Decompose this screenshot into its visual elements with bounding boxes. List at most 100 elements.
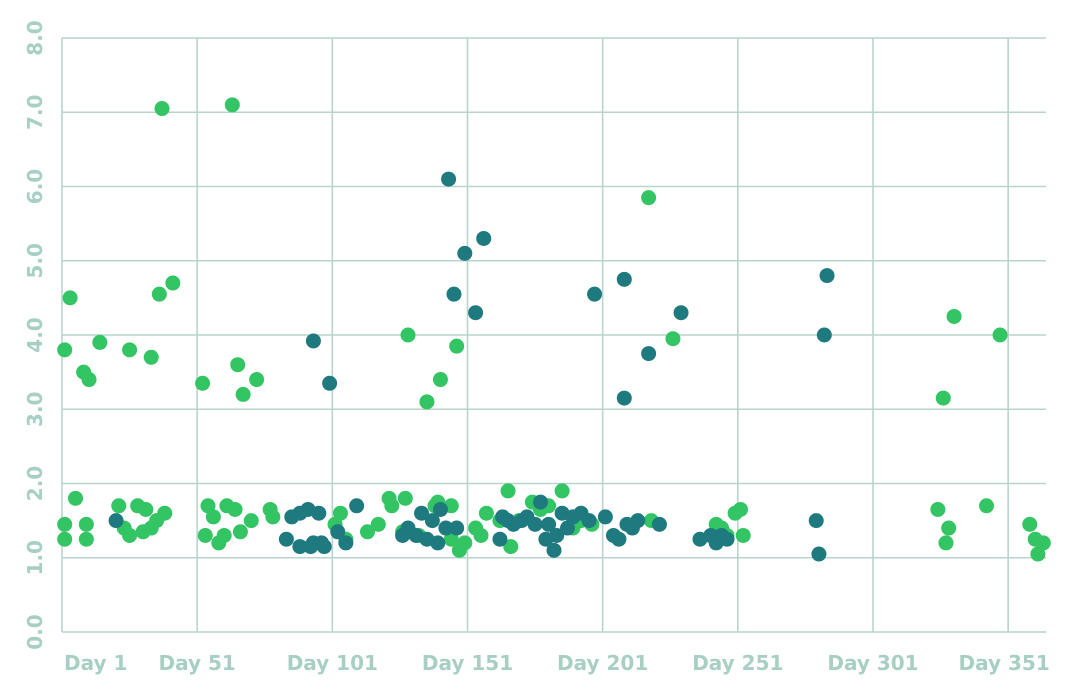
data-point-series-a — [432, 372, 448, 388]
data-point-series-b — [438, 520, 454, 536]
y-tick-label: 3.0 — [23, 392, 47, 427]
data-point-series-b — [349, 498, 365, 514]
data-point-series-b — [278, 531, 294, 547]
data-point-series-b — [527, 516, 543, 532]
data-point-series-a — [227, 501, 243, 517]
data-point-series-a — [151, 286, 167, 302]
data-point-series-a — [57, 342, 73, 358]
y-axis-labels: 0.0 1.0 2.0 3.0 4.0 5.0 6.0 7.0 8.0 — [23, 20, 47, 649]
data-point-series-a — [111, 498, 127, 514]
data-point-series-a — [57, 516, 73, 532]
x-tick-label: Day 51 — [159, 651, 236, 675]
data-point-series-a — [195, 375, 211, 391]
y-tick-label: 0.0 — [23, 614, 47, 649]
data-point-series-b — [549, 527, 565, 543]
data-point-series-b — [546, 542, 562, 558]
data-point-series-a — [205, 509, 221, 525]
data-point-series-b — [449, 520, 465, 536]
grid-layer — [61, 37, 1046, 633]
data-point-series-a — [473, 527, 489, 543]
data-point-series-a — [81, 372, 97, 388]
data-point-series-a — [641, 190, 657, 206]
data-point-series-b — [630, 513, 646, 529]
data-point-series-b — [476, 230, 492, 246]
data-point-series-a — [249, 372, 265, 388]
data-point-series-a — [946, 308, 962, 324]
data-point-series-a — [554, 483, 570, 499]
data-point-series-b — [616, 271, 632, 287]
x-tick-label: Day 1 — [64, 651, 127, 675]
data-point-series-b — [108, 513, 124, 529]
data-point-series-b — [292, 539, 308, 555]
data-point-series-a — [157, 505, 173, 521]
data-point-series-a — [224, 97, 240, 113]
data-point-series-a — [1022, 516, 1038, 532]
data-point-series-b — [432, 501, 448, 517]
y-tick-label: 7.0 — [23, 95, 47, 130]
data-point-series-b — [641, 346, 657, 362]
x-tick-label: Day 151 — [422, 651, 513, 675]
data-point-series-a — [243, 513, 259, 529]
y-tick-label: 6.0 — [23, 169, 47, 204]
data-point-series-a — [457, 535, 473, 551]
data-point-series-a — [359, 524, 375, 540]
data-point-series-a — [1030, 546, 1046, 562]
data-point-series-a — [122, 342, 138, 358]
data-point-series-b — [532, 494, 548, 510]
data-point-series-a — [62, 290, 78, 306]
data-point-series-b — [808, 513, 824, 529]
data-point-series-a — [265, 509, 281, 525]
x-tick-label: Day 201 — [557, 651, 648, 675]
data-point-series-b — [424, 513, 440, 529]
data-point-series-b — [541, 516, 557, 532]
data-point-series-b — [305, 333, 321, 349]
data-point-series-a — [478, 505, 494, 521]
data-point-series-b — [611, 531, 627, 547]
data-point-series-a — [235, 386, 251, 402]
data-point-series-a — [78, 516, 94, 532]
data-point-series-a — [384, 498, 400, 514]
data-point-series-a — [154, 101, 170, 117]
data-point-series-b — [597, 509, 613, 525]
y-tick-label: 2.0 — [23, 466, 47, 501]
y-tick-label: 1.0 — [23, 540, 47, 575]
data-point-series-b — [446, 286, 462, 302]
data-point-series-a — [370, 516, 386, 532]
data-point-series-b — [311, 505, 327, 521]
data-point-series-b — [468, 305, 484, 321]
data-point-series-a — [57, 531, 73, 547]
data-point-series-a — [400, 327, 416, 343]
y-tick-label: 4.0 — [23, 317, 47, 352]
data-point-series-a — [122, 527, 138, 543]
data-point-series-a — [733, 501, 749, 517]
data-point-series-a — [232, 524, 248, 540]
data-point-series-a — [938, 535, 954, 551]
x-axis-labels: Day 1 Day 51 Day 101 Day 151 Day 201 Day 251 D… — [64, 651, 1050, 675]
data-point-series-b — [457, 245, 473, 261]
data-point-series-a — [443, 531, 459, 547]
data-point-series-b — [560, 520, 576, 536]
data-point-series-b — [811, 546, 827, 562]
data-point-series-b — [816, 327, 832, 343]
data-point-series-a — [1035, 535, 1051, 551]
data-point-series-a — [449, 338, 465, 354]
x-tick-label: Day 101 — [287, 651, 378, 675]
data-point-series-a — [665, 331, 681, 347]
y-tick-label: 5.0 — [23, 243, 47, 278]
data-point-series-a — [216, 527, 232, 543]
data-point-series-b — [322, 375, 338, 391]
data-point-series-b — [819, 268, 835, 284]
data-point-series-b — [441, 171, 457, 187]
data-point-series-a — [332, 505, 348, 521]
data-point-series-a — [68, 490, 84, 506]
data-point-series-a — [930, 501, 946, 517]
data-point-series-a — [397, 490, 413, 506]
data-point-series-b — [492, 531, 508, 547]
x-tick-label: Day 251 — [692, 651, 783, 675]
data-point-series-b — [587, 286, 603, 302]
data-point-series-b — [316, 539, 332, 555]
data-point-series-a — [735, 527, 751, 543]
x-tick-label: Day 351 — [959, 651, 1050, 675]
